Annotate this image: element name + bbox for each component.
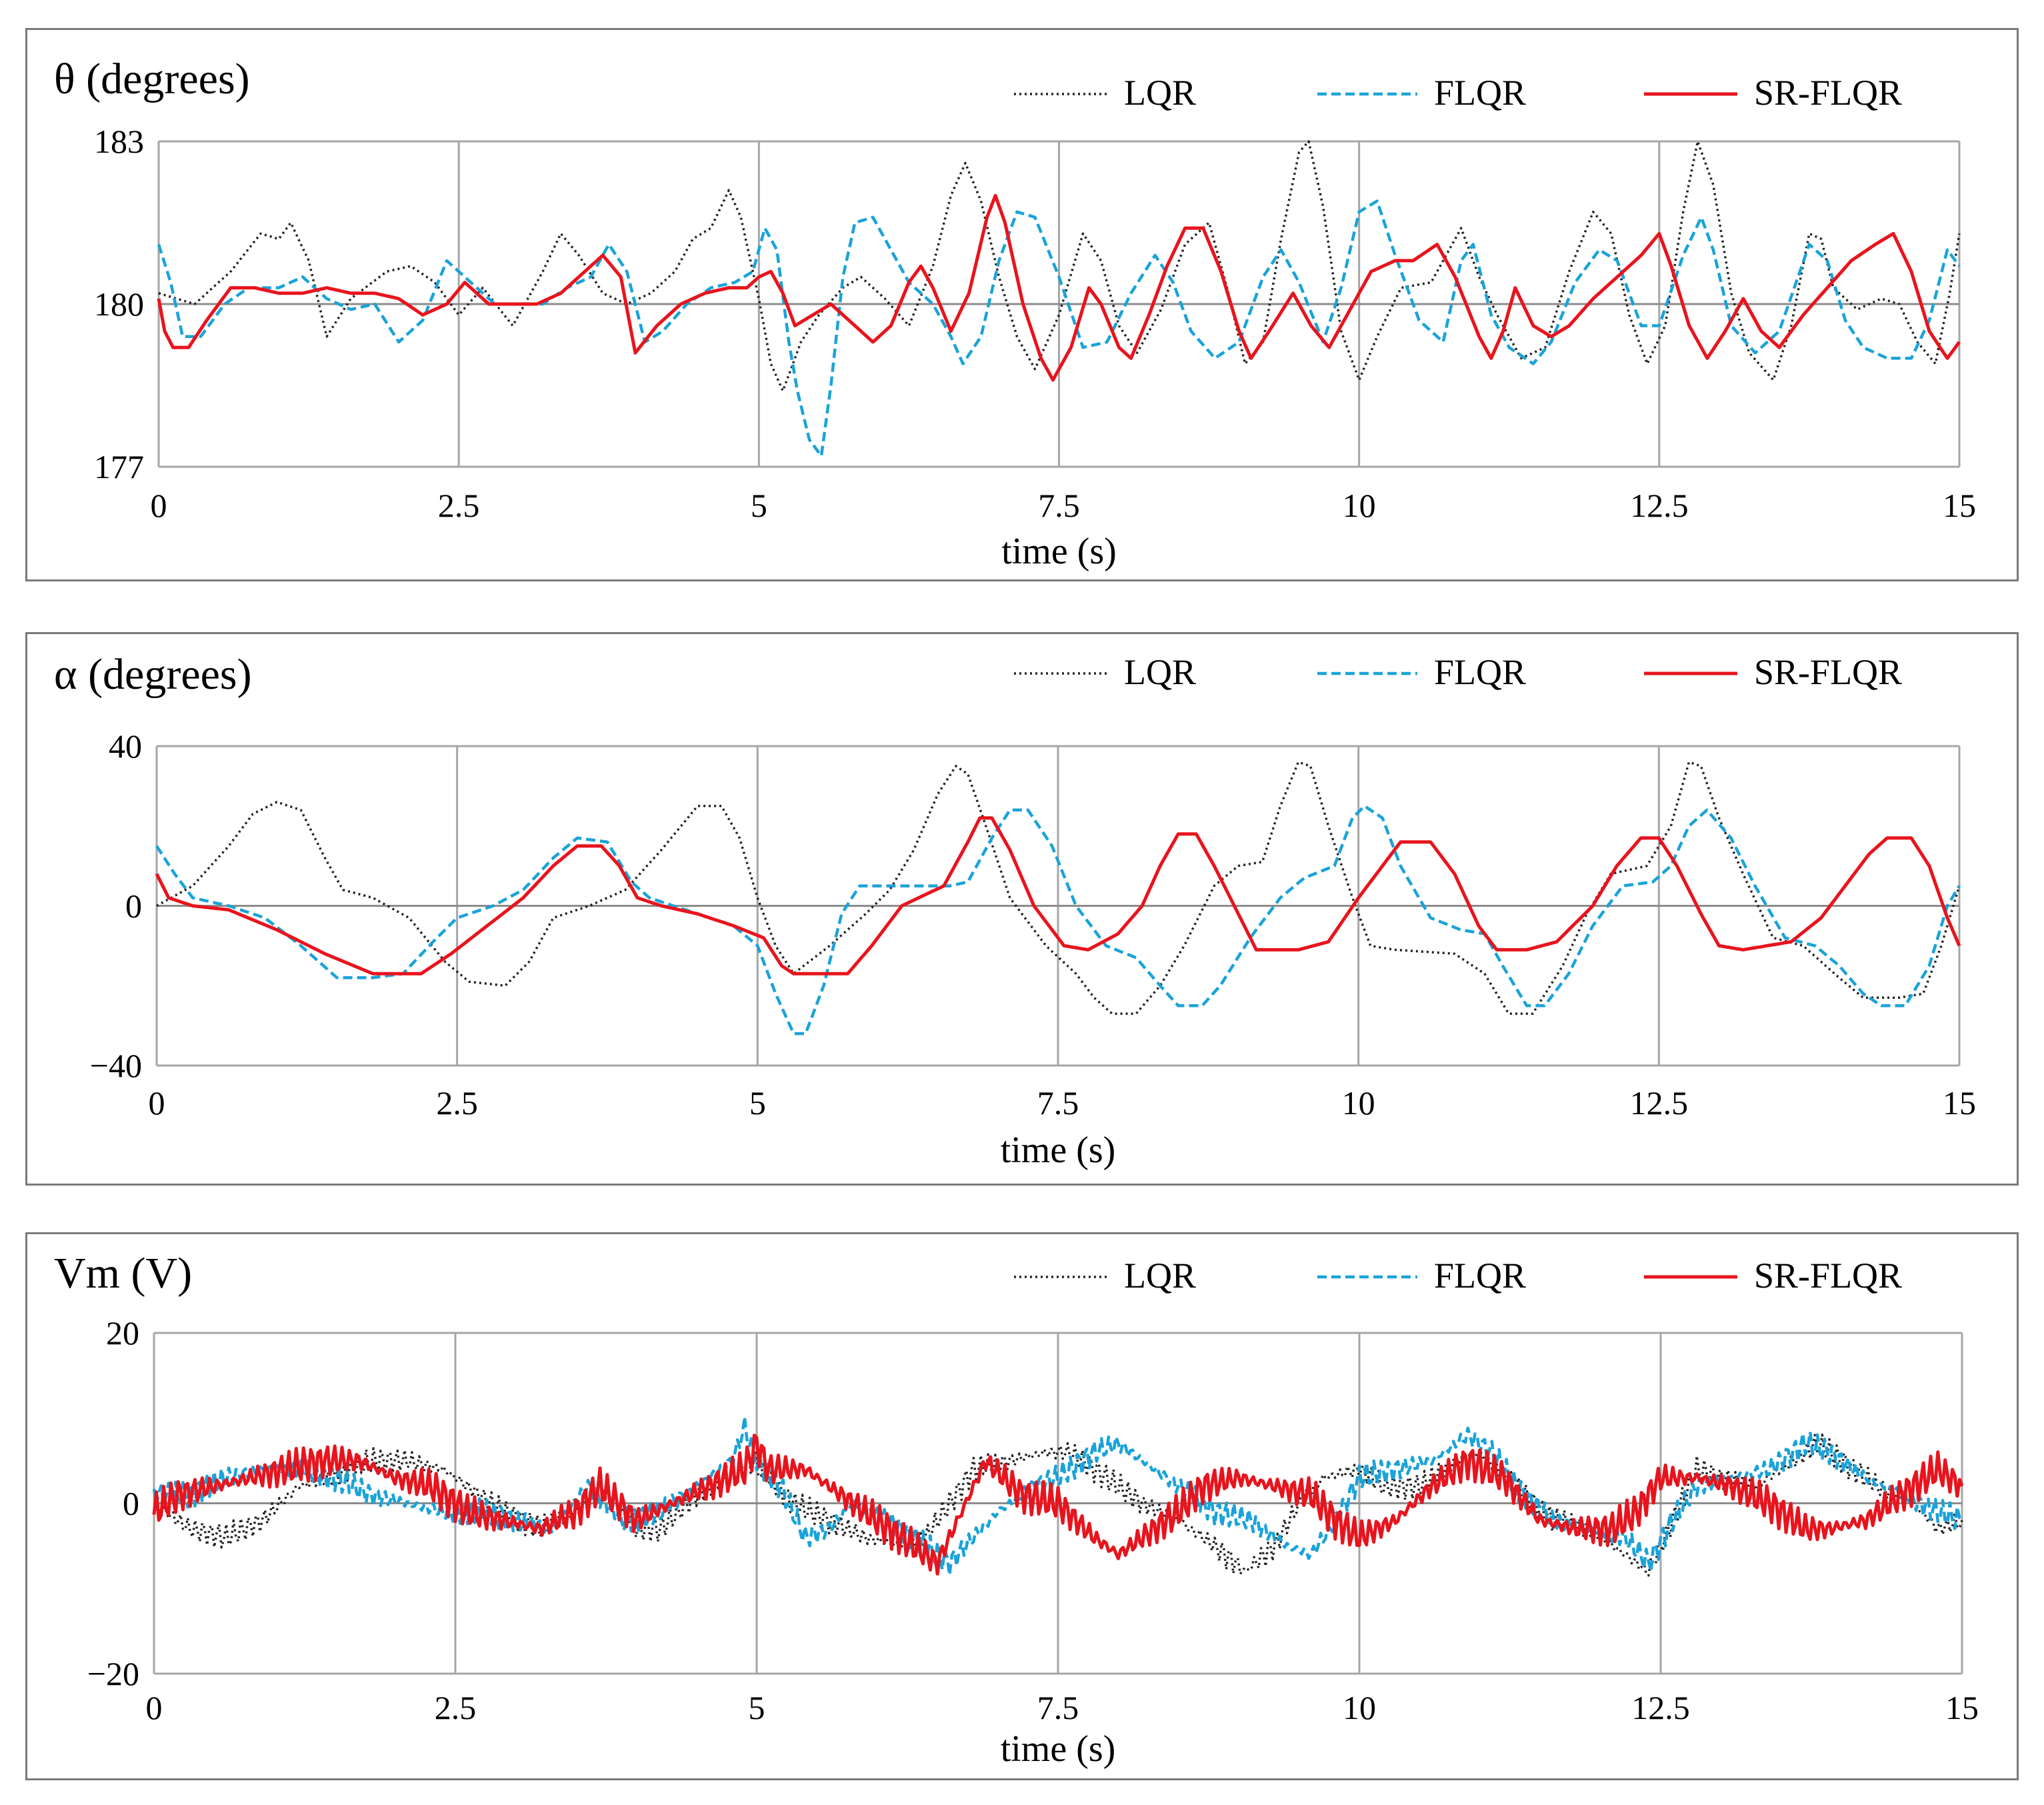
legend-label-sr-flqr: SR-FLQR bbox=[1754, 652, 1902, 692]
x-tick-label: 5 bbox=[749, 1689, 765, 1726]
series-line-lqr bbox=[153, 1433, 1963, 1577]
y-tick-label: −40 bbox=[90, 1047, 142, 1084]
x-tick-label: 2.5 bbox=[435, 1689, 477, 1726]
y-tick-label: 0 bbox=[123, 1485, 139, 1522]
series-line-sr-flqr bbox=[157, 193, 1961, 382]
y-tick-label: −20 bbox=[87, 1655, 139, 1692]
x-tick-label: 5 bbox=[749, 1084, 766, 1122]
series-line-lqr bbox=[158, 140, 1961, 392]
chart-0-svg: 177 180 183 0 2.5 5 7.5 10 12.5 15 time (s) θ (degr… bbox=[54, 55, 1976, 572]
legend-label-flqr: FLQR bbox=[1434, 73, 1526, 113]
x-tick-label: 0 bbox=[149, 1084, 165, 1122]
x-tick-label: 7.5 bbox=[1037, 1689, 1079, 1726]
x-tick-label: 15 bbox=[1945, 1689, 1979, 1726]
x-tick-label: 0 bbox=[146, 1689, 163, 1726]
legend-label-lqr: LQR bbox=[1124, 652, 1196, 692]
series-line-sr-flqr bbox=[152, 1434, 1964, 1576]
x-tick-label: 0 bbox=[151, 487, 167, 524]
y-tick-label: 40 bbox=[109, 727, 142, 765]
legend-label-sr-flqr: SR-FLQR bbox=[1754, 73, 1902, 113]
x-tick-label: 12.5 bbox=[1631, 1689, 1690, 1726]
y-axis-label: α (degrees) bbox=[54, 650, 252, 699]
y-axis-label: Vm (V) bbox=[54, 1249, 192, 1298]
series-line-sr-flqr bbox=[155, 816, 1961, 976]
y-axis-label: θ (degrees) bbox=[54, 55, 250, 103]
x-tick-label: 7.5 bbox=[1038, 487, 1080, 524]
x-tick-label: 2.5 bbox=[438, 487, 480, 524]
y-tick-label: 180 bbox=[94, 285, 144, 323]
x-tick-label: 15 bbox=[1943, 1084, 1976, 1122]
alpha-chart-panel: −40 0 40 0 2.5 5 7.5 10 12.5 15 time (s) α (degrees… bbox=[25, 632, 2019, 1186]
y-tick-label: 183 bbox=[94, 123, 144, 160]
x-tick-label: 5 bbox=[751, 487, 767, 524]
x-tick-label: 12.5 bbox=[1630, 1084, 1689, 1122]
legend-label-flqr: FLQR bbox=[1434, 1256, 1526, 1296]
x-axis-label: time (s) bbox=[1001, 1728, 1116, 1770]
theta-chart-panel: 177 180 183 0 2.5 5 7.5 10 12.5 15 time (s) θ (degr… bbox=[25, 28, 2019, 581]
x-tick-label: 10 bbox=[1343, 487, 1376, 524]
x-tick-label: 15 bbox=[1943, 487, 1976, 524]
vm-chart-panel: −20 0 20 0 2.5 5 7.5 10 12.5 15 time (s) Vm (V) LQR F… bbox=[25, 1232, 2019, 1780]
y-tick-label: 20 bbox=[106, 1314, 139, 1352]
y-tick-label: 177 bbox=[94, 448, 144, 485]
x-axis-label: time (s) bbox=[1001, 1130, 1116, 1171]
x-axis-label: time (s) bbox=[1001, 531, 1117, 572]
x-tick-label: 12.5 bbox=[1630, 487, 1689, 524]
series-line-flqr bbox=[155, 804, 1961, 1036]
x-tick-label: 10 bbox=[1343, 1689, 1376, 1726]
series-line-lqr bbox=[156, 761, 1961, 1015]
legend-label-flqr: FLQR bbox=[1434, 652, 1526, 692]
x-tick-label: 10 bbox=[1342, 1084, 1375, 1122]
legend-label-lqr: LQR bbox=[1124, 73, 1196, 113]
x-tick-label: 7.5 bbox=[1037, 1084, 1079, 1122]
x-tick-label: 2.5 bbox=[436, 1084, 478, 1122]
legend-label-lqr: LQR bbox=[1124, 1256, 1196, 1296]
series-line-flqr bbox=[157, 199, 1961, 457]
y-tick-label: 0 bbox=[125, 887, 142, 925]
legend-label-sr-flqr: SR-FLQR bbox=[1754, 1256, 1902, 1296]
